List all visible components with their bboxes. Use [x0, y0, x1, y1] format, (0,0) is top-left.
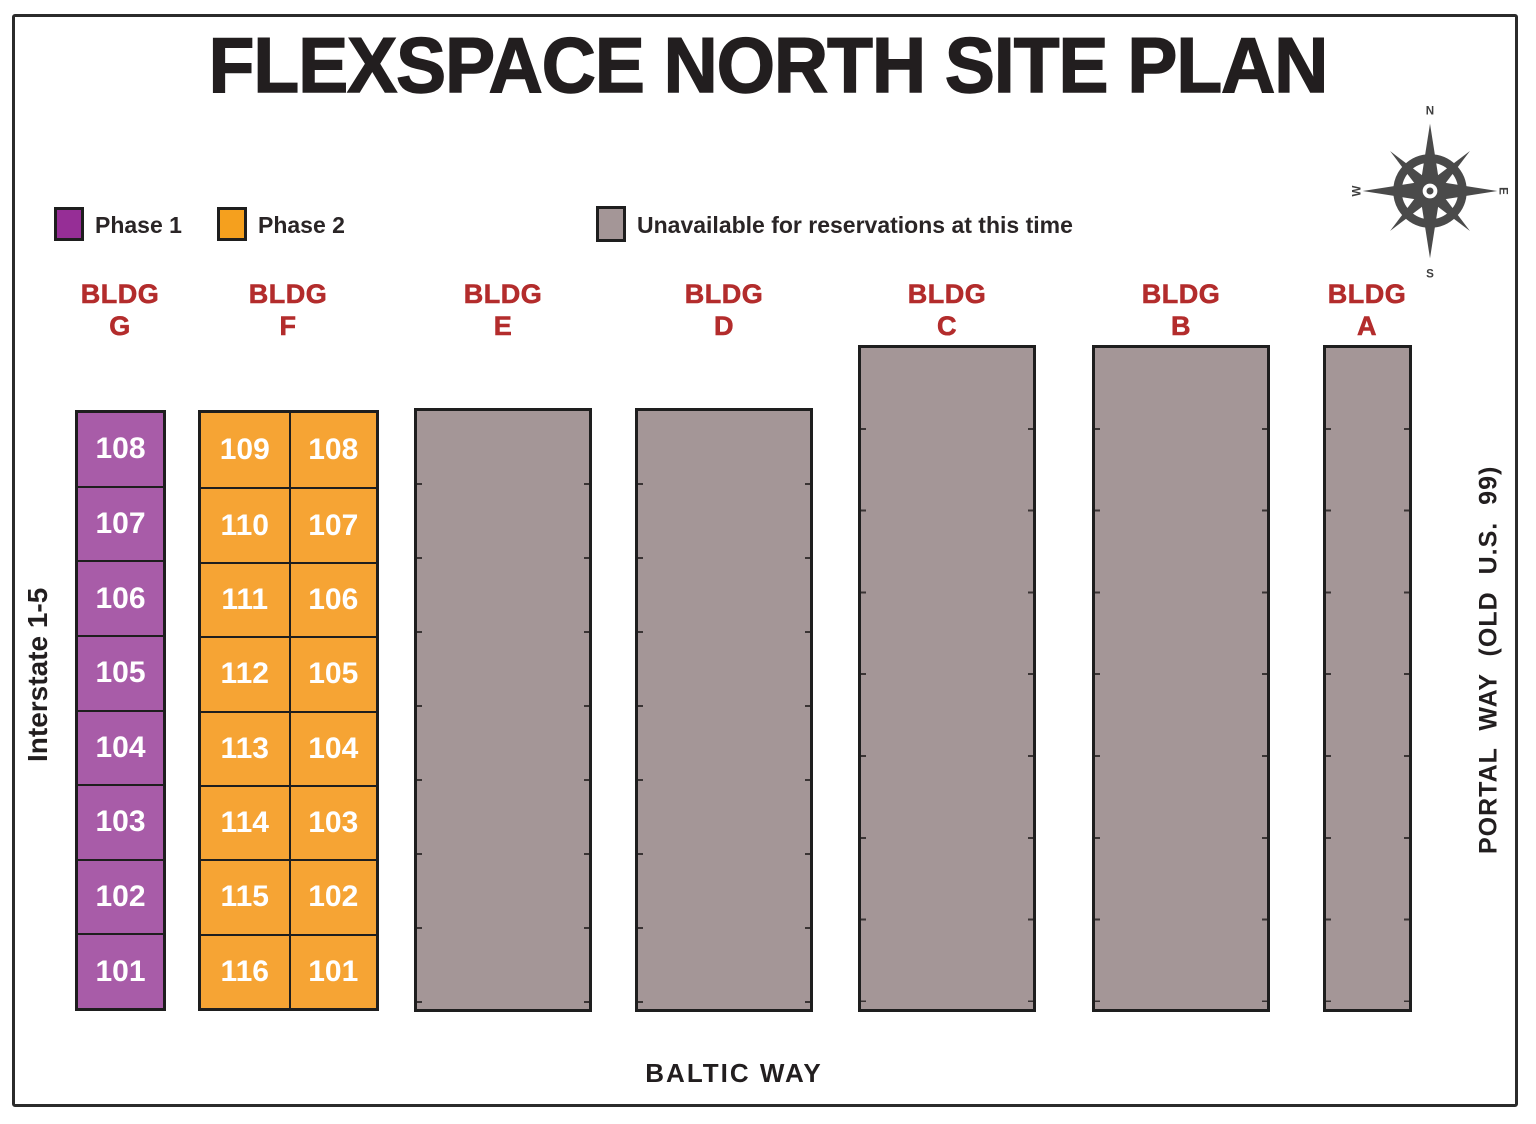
- building-e-label: BLDG E: [433, 278, 573, 342]
- building-f: 109 108 110 107 111 106 112 105 113 104 114 103 115 1…: [198, 410, 379, 1011]
- legend-unavailable-label: Unavailable for reservations at this tim…: [637, 212, 1073, 238]
- building-b-label: BLDG B: [1111, 278, 1251, 342]
- bldg-letter: D: [714, 311, 734, 342]
- unit-cell: 115: [201, 859, 289, 933]
- unit-cell: 104: [288, 710, 376, 785]
- unit-cell: 103: [78, 784, 163, 859]
- legend-phase1-label: Phase 1: [95, 212, 182, 238]
- building-c-label: BLDG C: [877, 278, 1017, 342]
- legend-unavailable-swatch: [596, 206, 626, 242]
- unit-cell: 104: [78, 709, 163, 785]
- legend-phase2-swatch: [217, 207, 247, 241]
- unit-cell: 116: [201, 933, 289, 1008]
- unit-cell: 106: [78, 560, 163, 635]
- building-c: [858, 345, 1036, 1012]
- bldg-letter: F: [279, 311, 297, 342]
- bldg-letter: B: [1171, 311, 1191, 342]
- bldg-word: BLDG: [463, 279, 543, 310]
- bldg-letter: C: [937, 311, 957, 342]
- unit-cell: 105: [288, 636, 376, 711]
- unit-cell: 101: [78, 933, 163, 1008]
- bldg-word: BLDG: [684, 279, 764, 310]
- unit-cell: 108: [288, 413, 377, 488]
- unit-cell: 103: [288, 784, 376, 860]
- unit-cell: 112: [201, 636, 289, 710]
- unit-cell: 109: [219, 433, 270, 467]
- building-a-label: BLDG A: [1297, 278, 1437, 342]
- compass-letter-s: S: [1426, 268, 1434, 280]
- plan-border: [12, 14, 1518, 1107]
- unit-cell: 111: [201, 561, 289, 636]
- compass-letter-w: W: [1352, 185, 1363, 196]
- compass-letter-e: E: [1497, 187, 1508, 195]
- bldg-word: BLDG: [1141, 279, 1221, 310]
- building-e: [414, 408, 592, 1012]
- building-a: [1323, 345, 1412, 1012]
- bldg-word: BLDG: [907, 279, 987, 310]
- building-g-label: BLDG G: [50, 278, 190, 342]
- building-g: 108 107 106 105 104 103 102 101: [75, 410, 166, 1011]
- bldg-letter: G: [109, 311, 131, 342]
- road-label-interstate: Interstate 1-5: [22, 587, 53, 763]
- road-label-baltic-way: BALTIC WAY: [645, 1058, 823, 1088]
- unit-cell: 102: [78, 858, 163, 934]
- bldg-word: BLDG: [248, 279, 328, 310]
- unit-cell: 101: [288, 933, 376, 1008]
- building-f-label: BLDG F: [218, 278, 358, 342]
- compass-rose: N S W E: [1352, 104, 1508, 280]
- unit-cell: 106: [288, 561, 376, 637]
- unit-cell: 114: [201, 784, 289, 859]
- unit-cell: 102: [288, 859, 376, 934]
- road-label-portal-way: PORTAL WAY (OLD U.S. 99): [1474, 465, 1503, 855]
- legend-phase1-swatch: [54, 207, 84, 241]
- unit-cell: 105: [78, 634, 163, 710]
- unit-cell: 107: [288, 487, 376, 562]
- legend-phase2-label: Phase 2: [258, 212, 345, 238]
- unit-cell: 108: [95, 432, 146, 466]
- building-d-label: BLDG D: [654, 278, 794, 342]
- bldg-letter: E: [493, 311, 513, 342]
- unit-cell: 107: [78, 485, 163, 561]
- building-b: [1092, 345, 1270, 1012]
- bldg-word: BLDG: [80, 279, 160, 310]
- bldg-word: BLDG: [1327, 279, 1407, 310]
- building-d: [635, 408, 813, 1012]
- page-title: FLEXSPACE NORTH SITE PLAN: [208, 20, 1329, 110]
- unit-cell: 110: [201, 487, 289, 561]
- unit-cell: 113: [201, 710, 289, 785]
- compass-letter-n: N: [1426, 104, 1434, 117]
- bldg-letter: A: [1357, 311, 1377, 342]
